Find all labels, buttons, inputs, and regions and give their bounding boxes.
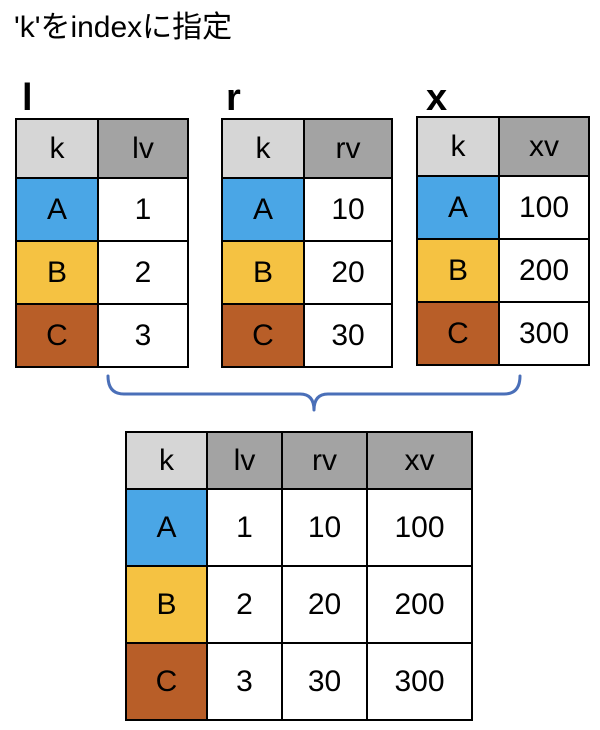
table-result: k lv rv xv A 1 10 100 B 2 20 200 C 3 30 … xyxy=(125,431,473,721)
result-key-cell: C xyxy=(125,642,208,721)
table-name-l: l xyxy=(22,77,33,119)
table-l-value-cell: 2 xyxy=(97,240,189,305)
table-r: k rv A 10 B 20 C 30 xyxy=(221,118,393,368)
table-name-x: x xyxy=(426,77,448,119)
table-r-header-value: rv xyxy=(303,118,393,179)
result-value-cell: 100 xyxy=(366,488,473,567)
table-x: k xv A 100 B 200 C 300 xyxy=(416,116,590,366)
table-r-key-cell: B xyxy=(221,240,305,305)
result-value-cell: 30 xyxy=(281,642,368,721)
table-x-key-cell: C xyxy=(416,301,500,366)
table-l-header-value: lv xyxy=(97,118,189,179)
table-l-key-cell: A xyxy=(15,177,99,242)
table-r-header-key: k xyxy=(221,118,305,179)
result-value-cell: 10 xyxy=(281,488,368,567)
result-value-cell: 300 xyxy=(366,642,473,721)
table-r-key-cell: C xyxy=(221,303,305,368)
table-r-value-cell: 30 xyxy=(303,303,393,368)
result-key-cell: A xyxy=(125,488,208,567)
table-r-key-cell: A xyxy=(221,177,305,242)
table-r-value-cell: 10 xyxy=(303,177,393,242)
table-l: k lv A 1 B 2 C 3 xyxy=(15,118,189,368)
result-value-cell: 3 xyxy=(206,642,283,721)
table-name-r: r xyxy=(226,77,241,119)
page-title: 'k'をindexに指定 xyxy=(14,11,233,44)
table-l-key-cell: B xyxy=(15,240,99,305)
table-l-value-cell: 1 xyxy=(97,177,189,242)
table-x-header-value: xv xyxy=(498,116,590,177)
result-header-k: k xyxy=(125,431,208,490)
table-x-header-key: k xyxy=(416,116,500,177)
table-l-key-cell: C xyxy=(15,303,99,368)
result-header-rv: rv xyxy=(281,431,368,490)
table-l-value-cell: 3 xyxy=(97,303,189,368)
result-key-cell: B xyxy=(125,565,208,644)
result-value-cell: 20 xyxy=(281,565,368,644)
table-x-value-cell: 200 xyxy=(498,238,590,303)
result-value-cell: 2 xyxy=(206,565,283,644)
table-x-value-cell: 100 xyxy=(498,175,590,240)
merge-brace-path xyxy=(106,374,522,412)
result-value-cell: 200 xyxy=(366,565,473,644)
result-header-lv: lv xyxy=(206,431,283,490)
table-r-value-cell: 20 xyxy=(303,240,393,305)
result-value-cell: 1 xyxy=(206,488,283,567)
result-header-xv: xv xyxy=(366,431,473,490)
table-l-header-key: k xyxy=(15,118,99,179)
table-x-key-cell: B xyxy=(416,238,500,303)
table-x-value-cell: 300 xyxy=(498,301,590,366)
table-x-key-cell: A xyxy=(416,175,500,240)
